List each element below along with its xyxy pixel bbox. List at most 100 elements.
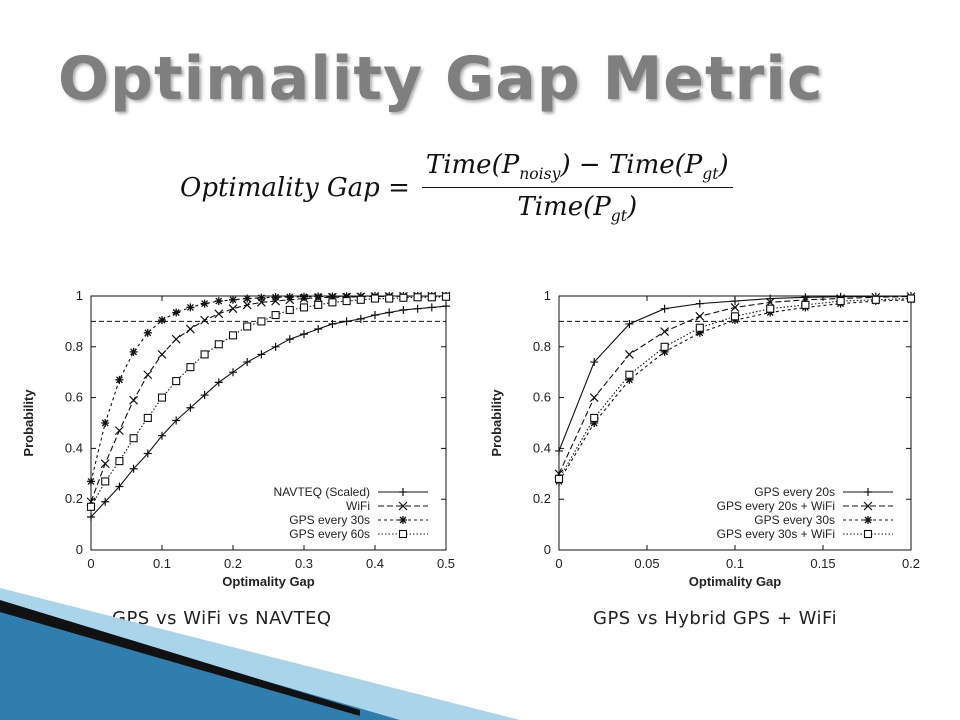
data-point	[228, 304, 238, 314]
y-tick-label: 0.4	[65, 440, 83, 455]
data-point	[385, 308, 394, 317]
data-point	[143, 328, 152, 337]
x-axis-label: Optimality Gap	[222, 574, 315, 589]
legend-label: GPS every 30s	[754, 513, 835, 527]
y-axis-label: Probability	[489, 389, 504, 457]
formula-numerator: Time(Pnoisy) − Time(Pgt)	[421, 150, 733, 189]
data-point	[172, 416, 181, 425]
y-tick-label: 0.6	[65, 390, 83, 405]
data-point	[285, 293, 294, 302]
x-tick-label: 0.4	[366, 556, 384, 571]
formula-num-b-sub: gt	[702, 165, 719, 184]
data-point	[730, 303, 740, 312]
series-3	[555, 295, 915, 486]
x-tick-label: 0.5	[437, 556, 455, 571]
formula-fraction: Time(Pnoisy) − Time(Pgt) Time(Pgt)	[421, 150, 733, 225]
x-axis-label: Optimality Gap	[689, 574, 782, 589]
y-tick-label: 0.6	[533, 390, 551, 405]
data-point	[356, 314, 365, 323]
optimality-gap-formula: Optimality Gap = Time(Pnoisy) − Time(Pgt…	[180, 150, 733, 225]
data-point	[589, 393, 599, 403]
data-point	[186, 403, 195, 412]
data-point	[185, 324, 195, 334]
data-point	[115, 457, 124, 466]
data-point	[200, 315, 210, 325]
series-1	[87, 302, 450, 521]
x-tick-label: 0.1	[726, 556, 744, 571]
data-point	[100, 459, 110, 469]
data-point	[157, 393, 167, 402]
data-point	[413, 304, 422, 313]
data-point	[257, 293, 266, 302]
data-point	[299, 303, 309, 312]
data-point	[158, 316, 166, 325]
legend-label: GPS every 20s + WiFi	[717, 499, 835, 513]
data-point	[229, 295, 237, 304]
data-point	[399, 305, 408, 314]
data-point	[399, 293, 408, 302]
data-point	[115, 375, 124, 384]
x-tick-label: 0.3	[295, 556, 313, 571]
data-point	[214, 378, 223, 387]
x-tick-label: 0.2	[224, 556, 242, 571]
data-point	[172, 308, 181, 317]
legend-marker	[863, 529, 873, 539]
data-point	[554, 474, 564, 483]
data-point	[129, 347, 138, 356]
legend-marker	[399, 516, 407, 524]
data-point	[590, 413, 599, 422]
data-point	[229, 368, 237, 377]
series-4	[554, 294, 916, 483]
data-point	[300, 292, 308, 301]
data-point	[114, 426, 124, 436]
data-point	[625, 370, 634, 379]
y-tick-label: 0.8	[533, 339, 551, 354]
data-point	[731, 297, 739, 306]
data-point	[115, 482, 124, 491]
data-point	[695, 323, 704, 332]
data-point	[660, 342, 669, 351]
y-tick-label: 1	[76, 288, 83, 303]
data-point	[836, 297, 845, 306]
data-point	[214, 340, 223, 349]
data-point	[243, 322, 252, 331]
formula-num-a-sub: noisy	[519, 165, 561, 184]
x-tick-label: 0	[87, 556, 94, 571]
decorative-swoosh	[0, 588, 520, 720]
legend-label: NAVTEQ (Scaled)	[274, 485, 370, 499]
data-point	[101, 419, 110, 427]
data-point	[660, 304, 669, 313]
formula-num-c: )	[718, 150, 729, 180]
data-point	[200, 391, 209, 400]
data-point	[625, 319, 634, 328]
series-1	[555, 292, 915, 455]
data-point	[200, 350, 209, 359]
chart-gps-wifi-navteq: 0 0.1 0.2 0.3 0.4 0.5 0 0.2 0.4 0.6 0.8 1 Optimality…	[21, 288, 455, 589]
legend-marker	[864, 516, 872, 524]
x-tick-label: 0	[555, 556, 562, 571]
series-line	[90, 305, 447, 518]
data-point	[129, 395, 139, 405]
data-point	[101, 477, 110, 486]
data-point	[228, 331, 238, 340]
data-point	[285, 335, 294, 344]
series-line	[90, 295, 446, 502]
data-point	[129, 434, 138, 443]
data-point	[342, 317, 351, 326]
data-point	[906, 294, 916, 303]
formula-num-b: ) − Time(P	[560, 150, 703, 180]
x-tick-label: 0.05	[634, 556, 659, 571]
data-point	[143, 413, 152, 422]
data-point	[695, 299, 704, 308]
series-line	[558, 297, 912, 480]
legend-label: GPS every 60s	[289, 527, 370, 541]
data-point	[158, 431, 166, 440]
y-tick-label: 1	[544, 288, 551, 303]
data-point	[695, 328, 704, 337]
data-point	[314, 325, 323, 334]
data-point	[766, 294, 775, 303]
data-point	[356, 295, 365, 304]
series-2	[554, 292, 916, 479]
data-point	[243, 358, 252, 367]
legend-label: GPS every 30s	[289, 513, 370, 527]
